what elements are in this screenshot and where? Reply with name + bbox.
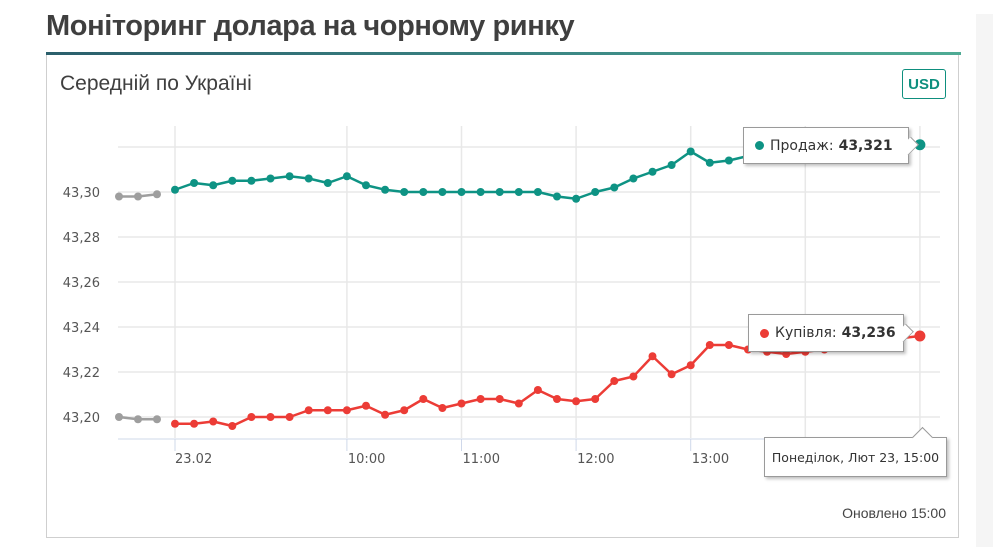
buy-value: 43,236 <box>841 325 896 341</box>
sell-dot-icon <box>755 141 764 150</box>
right-sidebar-panel <box>976 14 993 547</box>
svg-text:11:00: 11:00 <box>463 452 500 467</box>
sell-tooltip: Продаж: 43,321 <box>743 127 919 164</box>
sell-value: 43,321 <box>838 137 893 154</box>
date-tooltip-text: Понеділок, Лют 23, 15:00 <box>771 449 940 465</box>
svg-text:13:00: 13:00 <box>692 452 729 467</box>
svg-text:23.02: 23.02 <box>175 452 212 467</box>
svg-text:43,22: 43,22 <box>63 366 100 381</box>
buy-dot-icon <box>760 328 769 338</box>
title-underline <box>46 52 961 55</box>
buy-label: Купівля: <box>775 325 837 341</box>
page-title: Моніторинг долара на чорному ринку <box>46 10 575 42</box>
date-tooltip: Понеділок, Лют 23, 15:00 <box>764 426 947 477</box>
x-axis-labels: 23.02 10:00 11:00 12:00 13:00 <box>175 452 729 467</box>
svg-text:43,24: 43,24 <box>63 321 100 336</box>
sell-label: Продаж: <box>770 137 834 154</box>
svg-text:43,20: 43,20 <box>63 411 100 426</box>
card-title: Середній по Україні <box>60 72 252 95</box>
y-axis-labels: 43,20 43,22 43,24 43,26 43,28 43,30 <box>63 186 100 426</box>
svg-text:12:00: 12:00 <box>577 452 614 467</box>
svg-text:43,26: 43,26 <box>63 276 100 291</box>
svg-text:10:00: 10:00 <box>348 452 385 467</box>
svg-text:43,30: 43,30 <box>63 186 100 201</box>
chart-series <box>115 139 926 430</box>
chart-grid <box>118 126 940 451</box>
currency-usd-button[interactable]: USD <box>902 69 946 99</box>
buy-tooltip: Купівля: 43,236 <box>748 314 914 352</box>
svg-text:43,28: 43,28 <box>63 231 100 246</box>
updated-timestamp: Оновлено 15:00 <box>842 505 946 521</box>
